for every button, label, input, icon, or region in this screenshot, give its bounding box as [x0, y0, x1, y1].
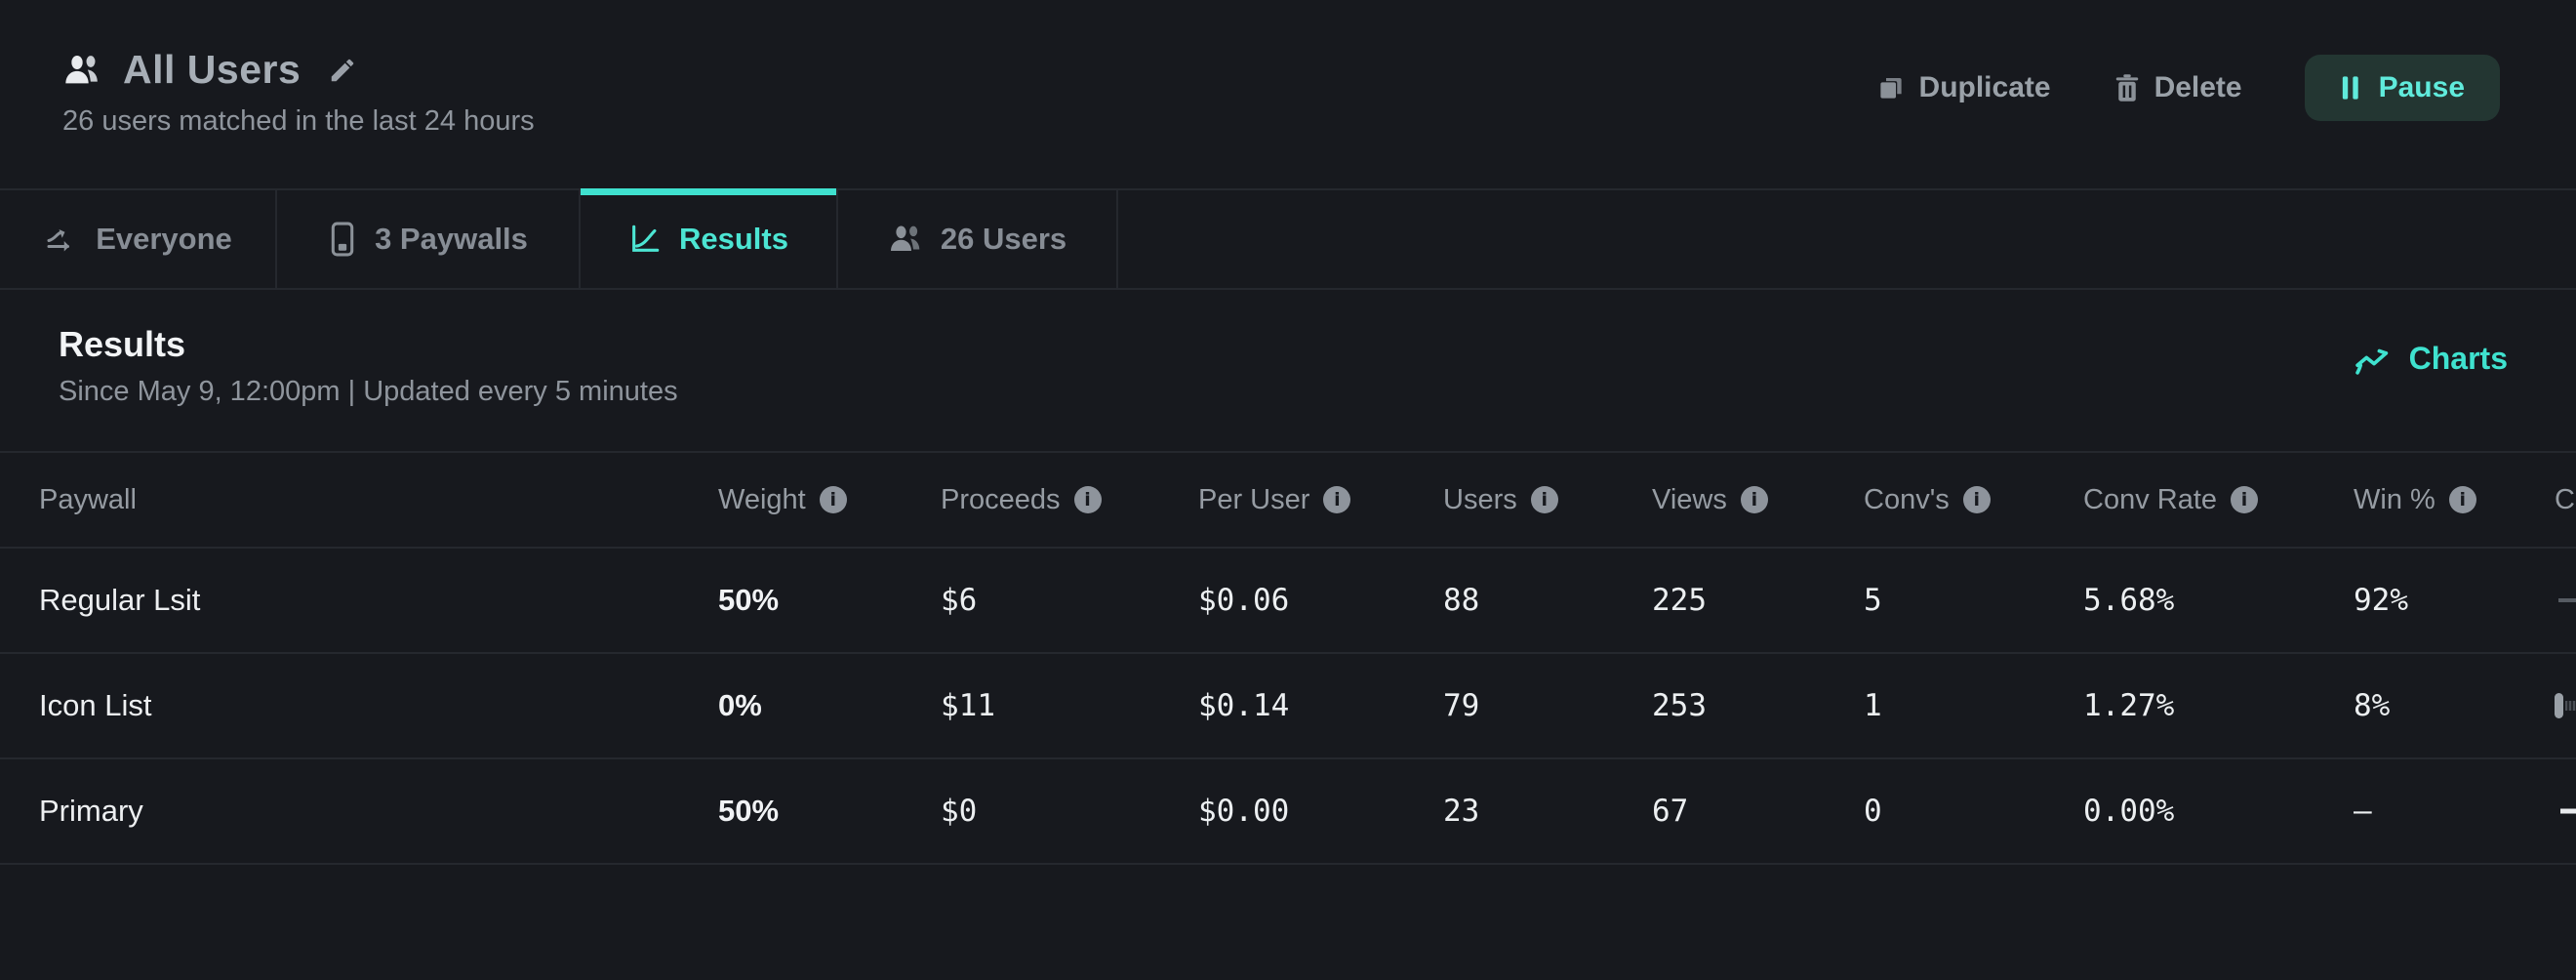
paywall-name: Primary	[39, 794, 143, 828]
per-user-value: $0.06	[1198, 583, 1290, 618]
delete-button[interactable]: Delete	[2113, 71, 2242, 104]
per-user-value: $0.14	[1198, 688, 1290, 723]
col-header-paywall: Paywall	[39, 483, 137, 515]
col-header-truncated: C	[2555, 483, 2575, 515]
charts-button[interactable]: Charts	[2355, 341, 2508, 377]
info-icon[interactable]: i	[1323, 486, 1351, 513]
win-pct-value: –	[2354, 794, 2372, 829]
col-header-users: Users i	[1443, 484, 1652, 516]
users-value: 79	[1443, 688, 1480, 723]
pause-button[interactable]: Pause	[2304, 55, 2500, 121]
users-value: 23	[1443, 794, 1480, 829]
truncated-hatch-fragment	[2565, 701, 2576, 711]
conv-rate-value: 1.27%	[2083, 688, 2175, 723]
info-icon[interactable]: i	[819, 486, 847, 513]
info-icon[interactable]: i	[2448, 486, 2476, 513]
tab-results-active[interactable]: Results	[581, 188, 838, 288]
delete-label: Delete	[2153, 71, 2242, 103]
conv-rate-value: 0.00%	[2083, 794, 2175, 829]
weight-value: 0%	[718, 688, 762, 722]
views-value: 253	[1652, 688, 1707, 723]
paywall-name: Regular Lsit	[39, 583, 201, 617]
tab-everyone-label: Everyone	[96, 222, 232, 256]
info-icon[interactable]: i	[2231, 486, 2259, 513]
tab-everyone[interactable]: Everyone	[0, 190, 277, 288]
convs-value: 1	[1864, 688, 1882, 723]
duplicate-label: Duplicate	[1918, 71, 2051, 103]
col-header-proceeds: Proceeds i	[941, 484, 1198, 516]
per-user-value: $0.00	[1198, 794, 1290, 829]
match-summary: 26 users matched in the last 24 hours	[62, 105, 535, 137]
proceeds-value: $6	[941, 583, 978, 618]
info-icon[interactable]: i	[1740, 486, 1768, 513]
results-title: Results	[59, 324, 186, 364]
proceeds-value: $11	[941, 688, 995, 723]
experiment-header: All Users 26 users matched in the last 2…	[0, 0, 2576, 188]
pause-icon	[2340, 74, 2361, 102]
results-subtitle: Since May 9, 12:00pm | Updated every 5 m…	[59, 376, 678, 407]
users-icon	[62, 54, 101, 87]
col-header-win-pct: Win % i	[2354, 484, 2555, 516]
line-chart-icon	[628, 223, 662, 256]
conv-rate-value: 5.68%	[2083, 583, 2175, 618]
tab-paywalls-label: 3 Paywalls	[375, 222, 528, 256]
truncated-badge-fragment	[2555, 693, 2563, 718]
col-header-convs: Conv's i	[1864, 484, 2083, 516]
tab-results-label: Results	[679, 222, 788, 256]
tab-users[interactable]: 26 Users	[838, 190, 1118, 288]
pause-label: Pause	[2378, 71, 2465, 103]
tab-paywalls[interactable]: 3 Paywalls	[277, 190, 581, 288]
split-arrows-icon	[43, 222, 78, 257]
experiment-tabs: Everyone 3 Paywalls Results	[0, 188, 2576, 290]
results-table: Paywall Weight i Proceeds i Per User i U…	[0, 451, 2576, 865]
views-value: 67	[1652, 794, 1689, 829]
table-row[interactable]: Regular Lsit 50% $6 $0.06 88 225 5 5.68%…	[0, 549, 2576, 654]
info-icon[interactable]: i	[1962, 486, 1991, 513]
paywall-name: Icon List	[39, 688, 152, 722]
duplicate-icon	[1876, 73, 1906, 102]
info-icon[interactable]: i	[1073, 486, 1102, 513]
win-pct-value: 92%	[2354, 583, 2408, 618]
tab-users-label: 26 Users	[940, 222, 1067, 256]
col-header-conv-rate: Conv Rate i	[2083, 484, 2354, 516]
users-icon	[888, 225, 923, 254]
table-row[interactable]: Primary 50% $0 $0.00 23 67 0 0.00% –	[0, 759, 2576, 865]
table-row[interactable]: Icon List 0% $11 $0.14 79 253 1 1.27% 8%	[0, 654, 2576, 759]
page-title: All Users	[123, 47, 302, 92]
proceeds-value: $0	[941, 794, 978, 829]
results-section-header: Results Since May 9, 12:00pm | Updated e…	[0, 290, 2576, 451]
win-pct-value: 8%	[2354, 688, 2391, 723]
weight-value: 50%	[718, 794, 780, 828]
info-icon[interactable]: i	[1530, 486, 1558, 513]
phone-icon	[328, 222, 357, 257]
weight-value: 50%	[718, 583, 780, 617]
users-value: 88	[1443, 583, 1480, 618]
duplicate-button[interactable]: Duplicate	[1876, 71, 2051, 104]
table-header-row: Paywall Weight i Proceeds i Per User i U…	[0, 453, 2576, 549]
convs-value: 0	[1864, 794, 1882, 829]
col-header-weight: Weight i	[718, 484, 941, 516]
views-value: 225	[1652, 583, 1707, 618]
edit-title-pencil-icon[interactable]	[328, 56, 357, 85]
truncated-dash-fragment	[2558, 598, 2576, 602]
col-header-per-user: Per User i	[1198, 484, 1443, 516]
truncated-dash-fragment	[2560, 808, 2576, 814]
convs-value: 5	[1864, 583, 1882, 618]
chart-zigzag-icon	[2355, 343, 2394, 376]
col-header-views: Views i	[1652, 484, 1864, 516]
trash-icon	[2113, 73, 2141, 102]
charts-label: Charts	[2408, 341, 2508, 376]
